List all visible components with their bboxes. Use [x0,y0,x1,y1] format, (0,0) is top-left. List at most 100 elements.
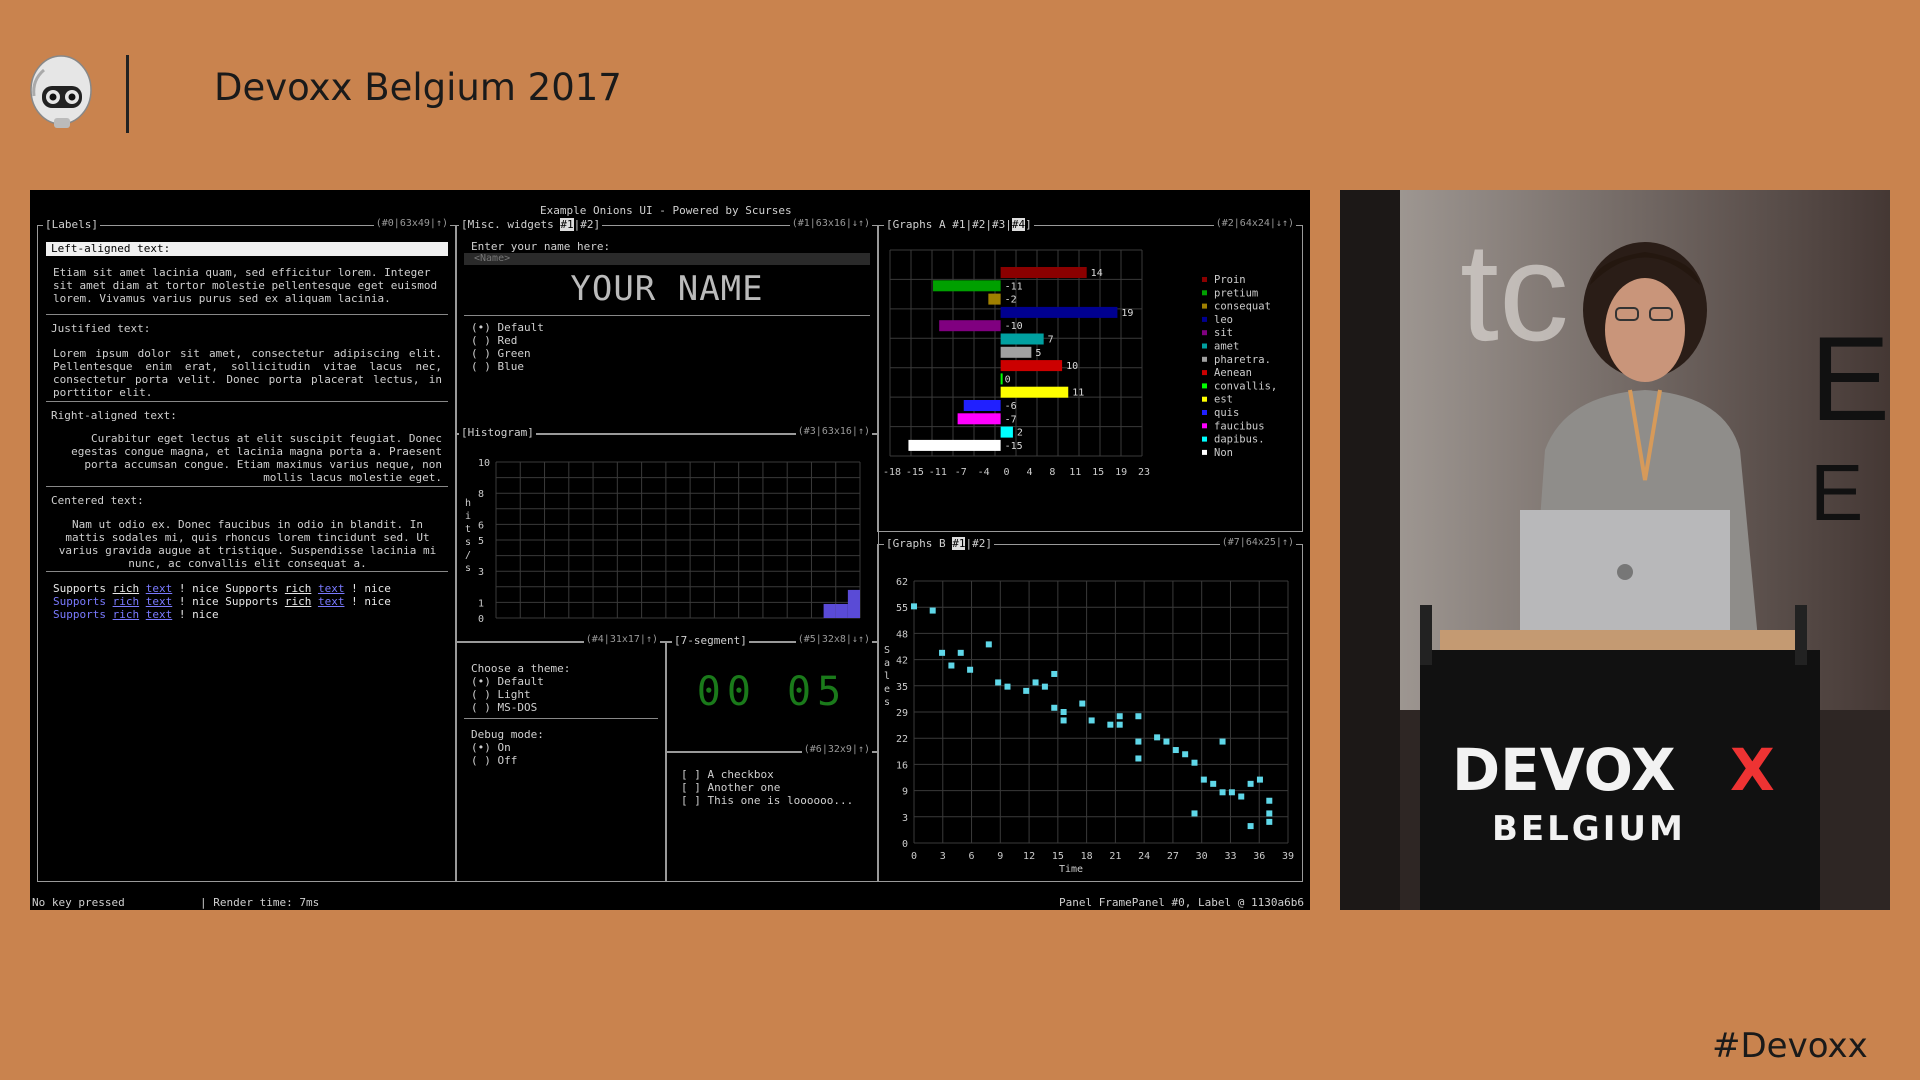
labels-panel[interactable]: [Labels] (#0|63x49|↑) Left-aligned text:… [37,218,457,882]
bar [933,280,1001,292]
debug-radio-off[interactable]: ( ) Off [471,754,518,767]
misc-widgets-info: (#1|63x16|↓↑) [789,218,872,229]
legend-swatch [1202,316,1207,322]
scatter-point [1135,713,1142,720]
y-axis-label: h [465,498,471,509]
rich-text-line: Supports rich text ! nice [53,608,219,621]
name-input[interactable]: <Name> [464,253,870,265]
scatter-point [948,662,955,669]
checkbox-long[interactable]: [ ] This one is loooooo... [681,794,854,807]
debug-radio-on[interactable]: (•) On [471,741,511,754]
left-aligned-header[interactable]: Left-aligned text: [46,242,448,256]
bar [1000,386,1069,398]
labels-panel-title[interactable]: [Labels] [43,218,100,231]
right-aligned-header[interactable]: Right-aligned text: [51,409,177,422]
misc-widgets-panel[interactable]: [Misc. widgets #1|#2] (#1|63x16|↓↑) Ente… [455,218,879,435]
graphs-b-tab-1[interactable]: #1 [952,537,966,550]
graphs-a-panel[interactable]: [Graphs A #1|#2|#3|#4] (#2|64x24|↓↑) 14 -… [877,218,1303,532]
scatter-point [1238,793,1245,800]
x-axis-label: Time [1059,864,1083,875]
scatter-point [1266,810,1273,817]
bar [1000,267,1087,278]
theme-radio-default[interactable]: (•) Default [471,675,544,688]
histogram-panel[interactable]: [Histogram] (#3|63x16|↑) 10 8 6 5 3 1 0 h i t s / s [455,426,879,643]
scatter-point [911,603,917,610]
scatter-point [1172,747,1179,754]
tab-1[interactable]: #1 [560,218,574,231]
y-tick-label: 35 [896,682,908,693]
checkbox-another[interactable]: [ ] Another one [681,781,781,794]
y-tick-label: 42 [896,656,908,667]
graphs-b-tab-2[interactable]: |#2] [965,537,992,550]
scatter-point [1247,823,1254,830]
legend-label: faucibus [1214,420,1265,432]
legend-swatch [1202,396,1207,402]
histogram-title[interactable]: [Histogram] [459,426,536,439]
bar-value-label: -10 [1005,321,1023,332]
rich-text-line: Supports rich text ! nice Supports rich … [53,595,391,608]
labels-panel-info: (#0|63x49|↑) [373,218,450,229]
radio-blue[interactable]: ( ) Blue [471,360,524,373]
seven-segment-title[interactable]: [7-segment] [672,634,749,647]
y-axis-label: s [884,697,890,708]
seven-segment-panel[interactable]: [7-segment] (#5|32x8|↓↑) 00 05 [665,634,879,753]
graphs-a-tab-2[interactable]: #2| [972,218,992,231]
graphs-a-tab-1[interactable]: #1| [952,218,973,231]
legend-swatch [1202,303,1207,309]
x-tick-label: 15 [1052,851,1064,862]
radio-red[interactable]: ( ) Red [471,334,518,347]
x-tick-label: -18 [883,467,901,478]
graphs-a-title[interactable]: [Graphs A #1|#2|#3|#4] [884,218,1034,231]
scatter-point [1060,717,1067,724]
seven-segment-info: (#5|32x8|↓↑) [795,634,872,645]
graphs-b-title[interactable]: [Graphs B #1|#2] [884,537,994,550]
terminal-screen: Example Onions UI - Powered by Scurses [… [30,190,1310,910]
theme-radio-msdos[interactable]: ( ) MS-DOS [471,701,538,714]
graphs-a-tab-3[interactable]: #3| [991,218,1012,231]
y-tick-label: 3 [478,567,484,578]
checkbox-a[interactable]: [ ] A checkbox [681,768,774,781]
scatter-point [1247,780,1254,787]
bar [1000,373,1003,385]
status-render-time: | Render time: 7ms [200,896,320,909]
legend-label: leo [1214,314,1233,326]
x-tick-label: 23 [1138,467,1150,478]
bar [988,293,1001,305]
bar-value-label: 10 [1066,361,1078,372]
bar [1000,306,1118,318]
y-tick-label: 5 [478,536,484,547]
bar-value-label: -7 [1005,414,1017,425]
x-tick-label: 30 [1196,851,1208,862]
centered-header[interactable]: Centered text: [51,494,144,507]
y-tick-label: 22 [896,734,908,745]
svg-text:DEVOX: DEVOX [1452,736,1676,804]
y-tick-label: 8 [478,489,484,500]
checkbox-panel[interactable]: (#6|32x9|↑) [ ] A checkbox [ ] Another o… [665,744,879,882]
radio-green[interactable]: ( ) Green [471,347,531,360]
scatter-point [1116,713,1123,720]
theme-panel[interactable]: (#4|31x17|↑) Choose a theme: (•) Default… [455,634,667,882]
event-hashtag: #Devoxx [1712,1026,1868,1066]
theme-radio-light[interactable]: ( ) Light [471,688,531,701]
bar [1000,360,1063,372]
graphs-b-panel[interactable]: [Graphs B #1|#2] (#7|64x25|↑) 62 55 48 42 35… [877,537,1303,882]
tab-2[interactable]: |#2] [573,218,601,231]
scatter-point [1032,679,1039,686]
event-title: Devoxx Belgium 2017 [214,66,622,109]
x-tick-label: 39 [1282,851,1294,862]
radio-default[interactable]: (•) Default [471,321,544,334]
misc-widgets-title[interactable]: [Misc. widgets #1|#2] [459,218,603,231]
status-bar: No key pressed | Render time: 7ms Panel … [30,894,1310,910]
bar-value-label: 2 [1017,428,1023,439]
justified-header[interactable]: Justified text: [51,322,151,335]
left-aligned-text: Etiam sit amet lacinia quam, sed efficit… [53,266,438,305]
bar-value-label: -11 [1005,281,1023,292]
graphs-a-tab-4[interactable]: #4 [1011,218,1026,231]
scatter-point [1191,759,1198,766]
devoxx-robot-logo [26,52,96,134]
scatter-point [1163,738,1170,745]
bar [939,320,1001,332]
y-tick-label: 62 [896,577,908,588]
scatter-point [1060,709,1067,715]
